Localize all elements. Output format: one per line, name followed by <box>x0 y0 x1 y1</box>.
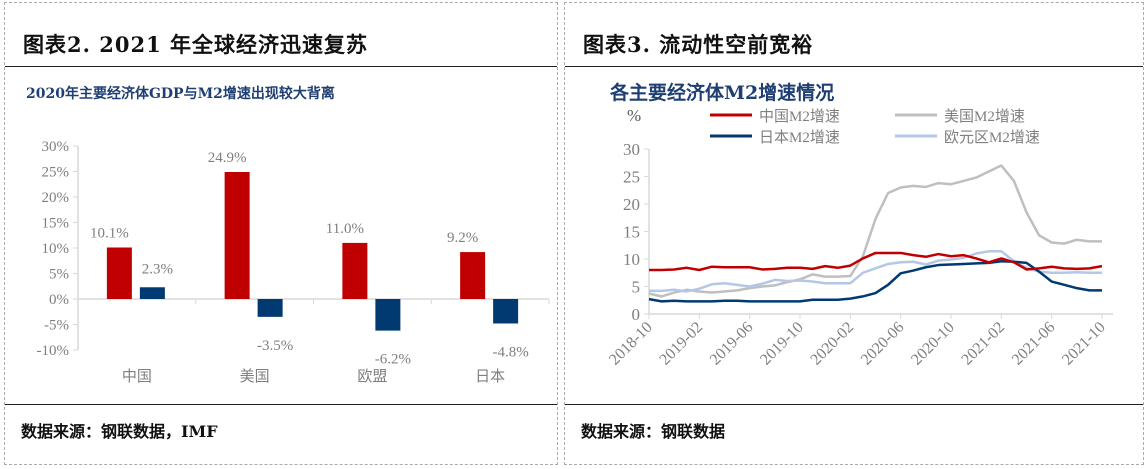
y-tick-label: 5% <box>49 267 69 283</box>
bar <box>460 252 486 299</box>
y-tick-label: 0 <box>632 305 641 324</box>
bar-chart: 30% 25% 20% 15% 10% 5% 0% -5% -10% 中国 10.1% 2.3% 美国 2… <box>37 139 550 385</box>
right-source: 数据来源：钢联数据 <box>581 422 726 441</box>
left-source: 数据来源：钢联数据，IMF <box>21 422 218 441</box>
x-tick-label: 2021-02 <box>958 319 1008 369</box>
data-label: 9.2% <box>447 230 478 246</box>
data-label: 2.3% <box>142 261 173 277</box>
y-tick-label: 10 <box>623 250 640 269</box>
legend-label: 欧元区M2增速 <box>944 129 1040 146</box>
y-tick-label: -10% <box>37 343 70 359</box>
right-figure-title: 图表3. 流动性空前宽裕 <box>583 32 814 57</box>
category-label: 美国 <box>240 368 270 385</box>
y-axis-unit: % <box>627 106 641 125</box>
bar <box>139 287 165 299</box>
divider <box>5 66 557 67</box>
x-tick-label: 2019-10 <box>757 319 807 369</box>
bar <box>493 299 519 324</box>
y-tick-label: 15 <box>623 223 640 242</box>
x-tick-label: 2020-10 <box>908 319 958 369</box>
x-tick-label: 2019-02 <box>656 319 706 369</box>
bar <box>257 299 283 317</box>
category-label: 欧盟 <box>357 368 387 385</box>
series-line <box>648 164 1102 298</box>
y-tick-label: 20 <box>623 195 640 214</box>
data-label: 11.0% <box>326 221 364 237</box>
category-label: 中国 <box>122 368 152 385</box>
bar <box>106 247 132 299</box>
y-tick-label: 20% <box>42 190 70 206</box>
y-tick-label: 15% <box>42 216 70 232</box>
divider <box>565 66 1143 67</box>
y-tick-label: 0% <box>49 292 69 308</box>
data-label: 10.1% <box>90 225 129 241</box>
x-tick-label: 2018-10 <box>606 319 656 369</box>
series-line <box>649 251 1103 272</box>
series-line <box>648 259 1102 303</box>
y-tick-label: 25 <box>623 168 640 187</box>
bar <box>342 242 368 299</box>
series-line <box>649 250 1102 293</box>
y-tick-label: 30 <box>623 140 640 159</box>
divider <box>5 404 557 405</box>
x-tick-label: 2020-02 <box>807 319 857 369</box>
data-label: 24.9% <box>208 150 247 166</box>
category-label: 日本 <box>475 368 505 385</box>
data-label: -6.2% <box>375 352 411 368</box>
y-tick-label: 5 <box>632 278 641 297</box>
y-tick-label: 10% <box>42 241 70 257</box>
legend-label: 美国M2增速 <box>944 108 1025 125</box>
left-panel: 图表2. 2021 年全球经济迅速复苏 2020年主要经济体GDP与M2增速出现… <box>4 2 558 465</box>
divider <box>565 404 1143 405</box>
right-chart-title: 各主要经济体M2增速情况 <box>610 82 835 104</box>
y-tick-label: 30% <box>42 139 70 155</box>
y-tick-label: 25% <box>42 165 70 181</box>
data-label: -4.8% <box>493 344 529 360</box>
x-tick-label: 2020-06 <box>858 319 908 369</box>
right-panel: 图表3. 流动性空前宽裕 各主要经济体M2增速情况 % 30 25 20 15 10 5 0 2… <box>564 2 1144 465</box>
left-chart-title: 2020年主要经济体GDP与M2增速出现较大背离 <box>26 86 335 102</box>
data-label: -3.5% <box>257 338 293 354</box>
x-tick-label: 2019-06 <box>707 319 757 369</box>
y-tick-label: -5% <box>44 318 69 334</box>
legend-label: 日本M2增速 <box>759 129 840 146</box>
bar <box>375 299 401 331</box>
x-tick-label: 2021-10 <box>1059 319 1109 369</box>
x-tick-label: 2021-06 <box>1009 319 1059 369</box>
bar <box>224 172 250 299</box>
left-figure-title: 图表2. 2021 年全球经济迅速复苏 <box>23 32 368 57</box>
legend-label: 中国M2增速 <box>759 108 840 125</box>
